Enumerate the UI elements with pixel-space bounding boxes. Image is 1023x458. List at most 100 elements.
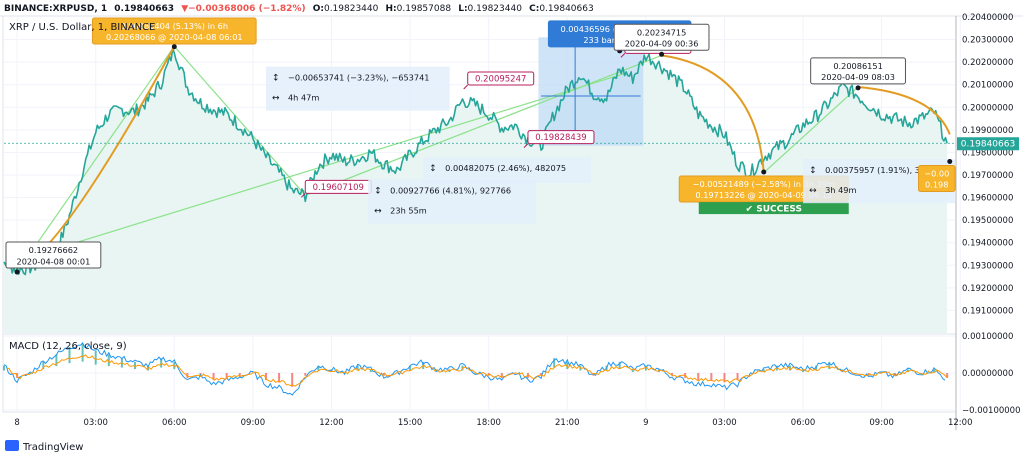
tradingview-logo[interactable]: TradingView [5,440,83,453]
price-line[interactable] [3,47,948,276]
anchor-dot [659,51,665,57]
price-tag-text: 0.20095247 [475,74,526,84]
anchor-dot [171,44,177,50]
macd-histogram-bar [815,365,818,371]
success-badge [698,202,849,215]
macd-histogram-bar [802,369,805,373]
y-tick-label: 0.20000000 [962,103,1013,113]
measure-box [368,179,536,224]
annotation-text: 0.198 [925,180,948,190]
forecast-arc[interactable] [857,85,951,135]
annotation-label[interactable]: −0.00 0.198 [918,158,956,192]
tradingview-icon [5,440,19,451]
y-tick-label: 0.19800000 [962,148,1013,158]
x-tick-label: 06:00 [162,418,187,428]
macd-histogram-bar [919,373,922,374]
high-value: 0.19857088 [397,4,452,14]
last-price: 0.19840663 [114,4,174,14]
label-box [5,241,102,269]
macd-histogram-bar [304,373,307,376]
macd-histogram-bar [55,354,58,367]
macd-histogram-bar [107,354,110,367]
annotation-measure[interactable]: ↕ ↔ −0.00653741 (−3.23%), −653741 4h 47m [265,66,450,111]
close-label: C: [529,4,539,14]
x-tick-label: 12:00 [319,418,344,428]
projection-line[interactable] [16,45,175,273]
macd-histogram-bar [540,373,543,376]
label-box [613,23,710,51]
y-tick-label: 0.19900000 [962,126,1013,136]
pane-title: XRP / U.S. Dollar, 1, BINANCE [9,22,155,33]
success-text: ✔ SUCCESS [746,205,802,215]
signal-line [6,354,949,387]
macd-histogram-bar [618,361,621,370]
macd-histogram-bar [566,361,569,370]
macd-histogram-bar [369,369,372,373]
annotation-text: 0.20268066 @ 2020-04-08 06:01 [106,32,243,42]
y-tick-label: 0.19500000 [962,216,1013,226]
annotation-text: 0.00927766 (4.81%), 927766 [390,186,511,196]
measure-icon: ↔ [272,94,280,104]
macd-tick-label: −0.00100000 [962,406,1021,416]
annotation-text: 0.00482075 (2.46%), 482075 [445,163,566,173]
tag-pointer [523,143,529,149]
label-box [810,57,906,85]
branding-text: TradingView [22,442,83,453]
macd-histogram-bar [317,365,320,371]
x-tick-label: 8 [14,418,19,428]
price-change: ▼−0.00368006 (−1.82%) [181,4,305,14]
y-tick-label: 0.19400000 [962,239,1013,249]
measure-box [265,66,450,111]
annotation-label[interactable]: 0.00988404 (5.13%) in 6h0.20268066 @ 202… [91,17,257,50]
annotation-measure[interactable]: ↕ 0.00482075 (2.46%), 482075 [423,156,591,183]
annotation-measure[interactable]: ↕ ↔ 0.00927766 (4.81%), 927766 23h 55m [368,179,536,224]
price-tag-box [467,71,535,86]
x-tick-label: 09:00 [869,418,894,428]
macd-histogram-bar [671,373,674,376]
y-tick-label: 0.19700000 [962,171,1013,181]
price-tag-text: 0.19828439 [535,133,586,143]
anchor-dot [855,85,861,91]
macd-histogram-bar [946,373,949,378]
macd-histogram-bar [828,361,831,370]
annotation-text: 0.20234715 [637,27,687,37]
x-tick-label: 21:00 [555,418,580,428]
projection-line[interactable] [173,45,306,196]
y-tick-label: 0.19300000 [962,261,1013,271]
x-tick-label: 9 [643,418,648,428]
current-price-tag [957,137,1019,151]
projection-line[interactable] [16,72,626,262]
current-price-tag-text: 0.19840663 [961,139,1015,149]
anchor-dot [947,158,953,164]
macd-histogram-bar [133,361,136,370]
annotation-text: 0.19276662 [29,245,79,255]
x-tick-label: 12:00 [948,418,973,428]
annotation-tag[interactable]: 0.19828439 [523,130,595,149]
annotation-text: 2020-04-09 00:36 [625,39,699,49]
symbol-label: BINANCE:XRPUSD, 1 [4,4,107,14]
annotation-text: 0.00988404 (5.13%) in 6h [121,21,229,31]
annotation-text: −0.00 [924,168,949,178]
high-label: H: [386,4,397,14]
x-tick-label: 06:00 [791,418,816,428]
forecast-arc[interactable] [661,54,765,173]
annotation-tag[interactable]: 0.20095247 [463,71,535,90]
macd-histogram-bar [94,350,97,365]
projection-line[interactable] [763,86,859,174]
x-tick-label: 09:00 [241,418,266,428]
projection-line[interactable] [305,54,662,196]
measure-icon: ↕ [809,166,817,176]
annotation-label[interactable]: 0.20234715 2020-04-09 00:36 [613,23,710,57]
macd-histogram-bar [553,358,556,368]
macd-histogram-bar [631,369,634,373]
annotation-text: 0.19713226 @ 2020-04-09 04:15 [695,190,832,200]
annotation-success[interactable]: ✔ SUCCESS [698,202,849,215]
macd-histogram-bar [710,373,713,381]
tag-pointer [620,53,626,58]
anchor-dot [761,169,767,175]
label-box [91,17,257,45]
y-tick-label: 0.19100000 [962,306,1013,316]
